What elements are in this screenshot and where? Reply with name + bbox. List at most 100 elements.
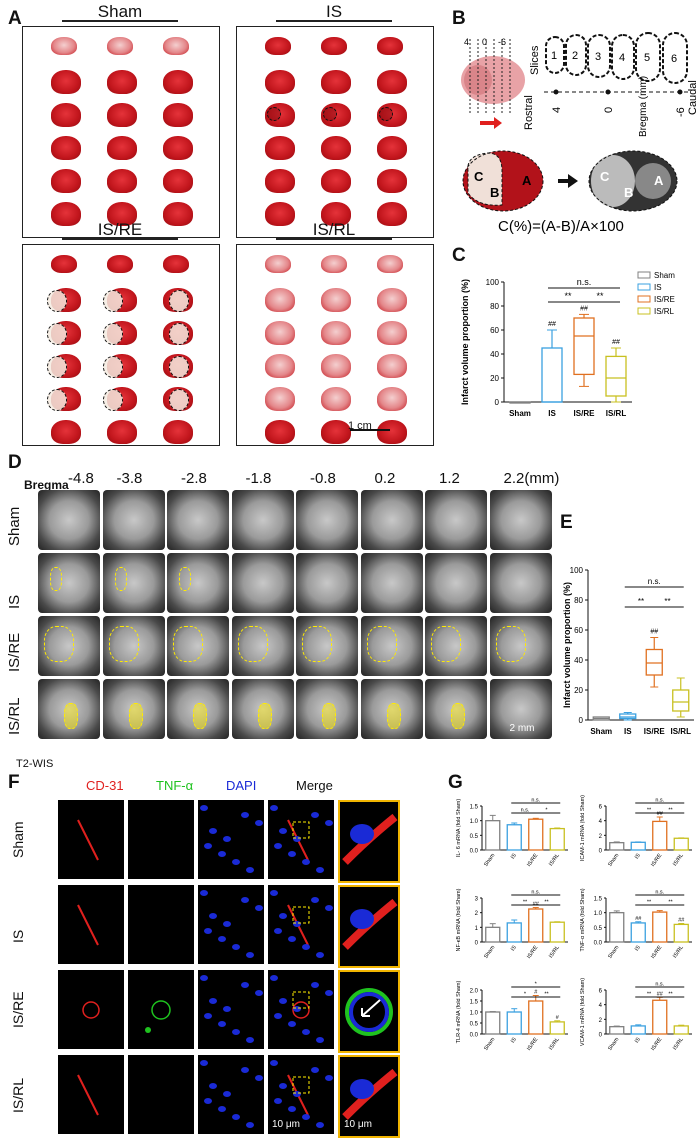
brain-slice	[321, 169, 351, 193]
mri-row-label: IS	[6, 594, 23, 609]
fluor-row-label: IS	[10, 929, 26, 943]
bar-IS/RE	[528, 1000, 544, 1035]
hash-mark: ##	[657, 811, 664, 817]
brain-slice	[377, 255, 403, 273]
y-tick-label: 2.0	[470, 989, 479, 995]
fluor-image	[58, 885, 124, 964]
mri-slice	[489, 679, 552, 739]
bregma-value: 2.2(mm)	[503, 470, 560, 487]
x-tick-label: IS/RE	[650, 852, 663, 867]
caudal-label: Caudal	[687, 80, 698, 115]
y-tick-label: 20	[490, 374, 499, 383]
bar-chart-G4: 0.0 0.5 1.0 1.5 TNF-α mRNA (fold Sham) Sham ##…	[580, 888, 692, 960]
region-c-right: C	[600, 169, 610, 184]
zoom-signal	[342, 813, 398, 865]
x-tick-label: IS	[634, 852, 642, 860]
brain-slice	[377, 321, 407, 345]
y-tick-label: 1.5	[594, 897, 603, 903]
infarct-roi	[237, 626, 268, 662]
bregma-value: -4.8	[68, 470, 94, 487]
brain-slice	[51, 255, 77, 273]
infarct-outline	[323, 107, 337, 121]
legend-swatch	[637, 295, 651, 303]
brain-slice	[107, 103, 137, 127]
hash-mark: ##	[548, 321, 556, 328]
fluor-image	[128, 970, 194, 1049]
mri-slice	[231, 553, 294, 613]
mri-slice	[360, 490, 423, 550]
infarct-roi	[386, 703, 401, 729]
y-tick-label: 40	[574, 656, 583, 665]
bar-Sham	[485, 926, 501, 943]
mri-slice	[167, 679, 229, 739]
bar-IS	[630, 1025, 646, 1035]
mri-row-label: IS/RL	[6, 697, 23, 735]
bregma-mm-label: Bregma (mm)	[638, 76, 649, 137]
brain-slice	[51, 103, 81, 127]
box-IS	[619, 712, 637, 721]
x-tick-label: IS	[624, 727, 632, 736]
bar-chart-G6: 0 2 4 6 VCAM-1 mRNA (fold Sham) Sham IS ## IS/RE…	[580, 978, 692, 1052]
x-tick-label: IS/RL	[672, 1037, 685, 1052]
sig-label: **	[668, 900, 673, 906]
sig-label: **	[647, 900, 652, 906]
y-tick-label: 0	[599, 1033, 603, 1039]
slice-number-4: 4	[619, 52, 625, 64]
slice-number-5: 5	[644, 52, 650, 64]
infarct-outline	[47, 356, 67, 378]
mri-slice	[231, 490, 294, 550]
brain-slice	[377, 169, 407, 193]
mri-slice	[360, 553, 423, 613]
sig-label: **	[668, 808, 673, 814]
infarct-roi	[64, 703, 78, 729]
fluor-image	[198, 885, 264, 964]
fluor-image	[128, 885, 194, 964]
group-title-3: IS/RL	[312, 220, 356, 239]
modality-label: T2-WIS	[16, 758, 54, 770]
bar-IS/RL	[549, 921, 565, 943]
mri-slice	[167, 616, 229, 676]
bar-IS/RE	[528, 908, 544, 943]
mri-slice	[102, 679, 165, 739]
sig-label: **	[638, 597, 644, 606]
y-tick-label: 80	[490, 302, 499, 311]
bregma-value: -2.8	[181, 470, 207, 487]
hash-mark: #	[534, 990, 538, 996]
group-box-0	[22, 26, 220, 238]
y-tick-label: 1.0	[594, 911, 603, 917]
y-tick-label: 1	[475, 926, 479, 932]
group-title-underline	[276, 238, 392, 240]
brain-slice	[321, 70, 351, 94]
x-tick-label: Sham	[607, 1036, 620, 1052]
axis-value-neg6: -6	[675, 107, 687, 117]
sig-label: **	[523, 900, 528, 906]
brain-slice	[265, 420, 295, 444]
slice-number-2: 2	[572, 50, 578, 62]
legend-swatch	[637, 271, 651, 279]
infarct-outline	[103, 389, 123, 411]
fluor-signal	[77, 904, 99, 946]
mri-slice	[425, 616, 487, 676]
brain-slice	[377, 202, 407, 226]
mri-slice	[296, 679, 358, 739]
mri-slice	[489, 616, 552, 676]
fluor-signal	[82, 1001, 100, 1019]
sig-label: **	[668, 992, 673, 998]
box-Sham	[592, 716, 610, 721]
sig-label: n.s.	[655, 798, 664, 804]
infarct-roi	[173, 626, 203, 662]
sig-label: n.s.	[531, 890, 540, 896]
bregma-value: 0.2	[374, 470, 396, 487]
sig-label: n.s.	[531, 798, 540, 804]
brain-slice	[107, 255, 133, 273]
brain-slice	[377, 387, 407, 411]
bregma-tick-neg6: -6	[498, 37, 506, 47]
black-arrow-icon	[558, 174, 578, 188]
sig-label: **	[664, 597, 670, 606]
scale-bar-a-label: 1 cm	[348, 420, 372, 432]
bar-IS/RE	[652, 820, 668, 851]
y-tick-label: 0.0	[470, 849, 479, 855]
group-title-2: IS/RE	[97, 220, 143, 239]
fluor-image	[268, 885, 334, 964]
bar-Sham	[485, 820, 501, 851]
